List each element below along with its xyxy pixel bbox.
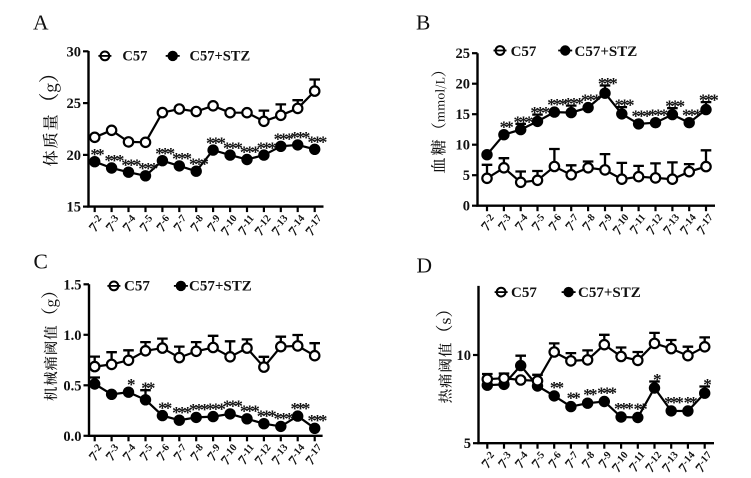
svg-text:***: *** xyxy=(257,406,276,425)
svg-text:1.0: 1.0 xyxy=(63,328,81,344)
svg-text:C57+STZ: C57+STZ xyxy=(190,49,251,65)
svg-text:***: *** xyxy=(615,96,634,115)
svg-text:***: *** xyxy=(172,403,191,422)
svg-text:***: *** xyxy=(564,94,583,113)
svg-text:1.5: 1.5 xyxy=(63,277,81,293)
svg-text:15: 15 xyxy=(67,200,82,216)
svg-text:***: *** xyxy=(155,144,174,163)
svg-text:20: 20 xyxy=(67,148,82,164)
svg-text:***: *** xyxy=(581,90,600,109)
svg-text:***: *** xyxy=(189,400,208,419)
svg-text:*: * xyxy=(653,370,661,389)
svg-text:***: *** xyxy=(291,399,310,418)
svg-text:C57: C57 xyxy=(511,44,537,60)
svg-text:***: *** xyxy=(308,411,327,430)
svg-text:0: 0 xyxy=(463,199,470,215)
svg-text:***: *** xyxy=(240,402,259,421)
svg-text:***: *** xyxy=(547,95,566,114)
svg-text:C: C xyxy=(34,250,48,274)
svg-text:***: *** xyxy=(530,103,549,122)
svg-text:25: 25 xyxy=(67,96,82,112)
svg-text:0.0: 0.0 xyxy=(63,429,81,445)
svg-text:***: *** xyxy=(240,143,259,162)
svg-text:B: B xyxy=(416,11,430,35)
svg-text:10: 10 xyxy=(457,348,472,364)
svg-text:***: *** xyxy=(206,133,225,152)
svg-text:***: *** xyxy=(189,154,208,173)
svg-text:C57: C57 xyxy=(122,49,147,65)
svg-text:***: *** xyxy=(121,155,140,174)
svg-text:C57+STZ: C57+STZ xyxy=(575,44,638,60)
svg-text:***: *** xyxy=(104,151,123,170)
svg-text:***: *** xyxy=(514,112,533,131)
svg-text:*: * xyxy=(703,375,711,394)
svg-text:***: *** xyxy=(172,149,191,168)
svg-text:5: 5 xyxy=(464,436,471,452)
svg-text:C57: C57 xyxy=(124,278,150,294)
svg-text:***: *** xyxy=(699,91,718,110)
svg-text:5: 5 xyxy=(463,168,470,184)
svg-text:***: *** xyxy=(206,399,225,418)
svg-text:20: 20 xyxy=(456,77,471,93)
svg-text:0.5: 0.5 xyxy=(63,378,81,394)
svg-text:***: *** xyxy=(138,159,157,178)
svg-text:***: *** xyxy=(664,393,683,412)
svg-text:***: *** xyxy=(665,97,684,116)
svg-text:30: 30 xyxy=(67,44,82,60)
svg-text:***: *** xyxy=(648,105,667,124)
svg-text:25: 25 xyxy=(456,46,471,62)
svg-text:***: *** xyxy=(308,133,327,152)
svg-text:D: D xyxy=(417,254,433,278)
svg-text:A: A xyxy=(33,11,49,35)
svg-text:***: *** xyxy=(598,74,617,93)
svg-text:10: 10 xyxy=(456,138,471,154)
svg-text:***: *** xyxy=(274,409,293,428)
svg-text:***: *** xyxy=(223,397,242,416)
svg-text:C57: C57 xyxy=(511,285,537,301)
svg-text:***: *** xyxy=(257,138,276,157)
svg-text:***: *** xyxy=(597,384,616,403)
svg-text:***: *** xyxy=(631,107,650,126)
svg-text:***: *** xyxy=(291,128,310,147)
svg-text:15: 15 xyxy=(456,107,471,123)
svg-text:***: *** xyxy=(274,130,293,149)
svg-text:***: *** xyxy=(223,138,242,157)
svg-text:***: *** xyxy=(682,105,701,124)
svg-text:C57+STZ: C57+STZ xyxy=(189,278,252,294)
svg-text:C57+STZ: C57+STZ xyxy=(578,285,641,301)
svg-text:*: * xyxy=(127,375,135,394)
svg-text:***: *** xyxy=(614,399,633,418)
